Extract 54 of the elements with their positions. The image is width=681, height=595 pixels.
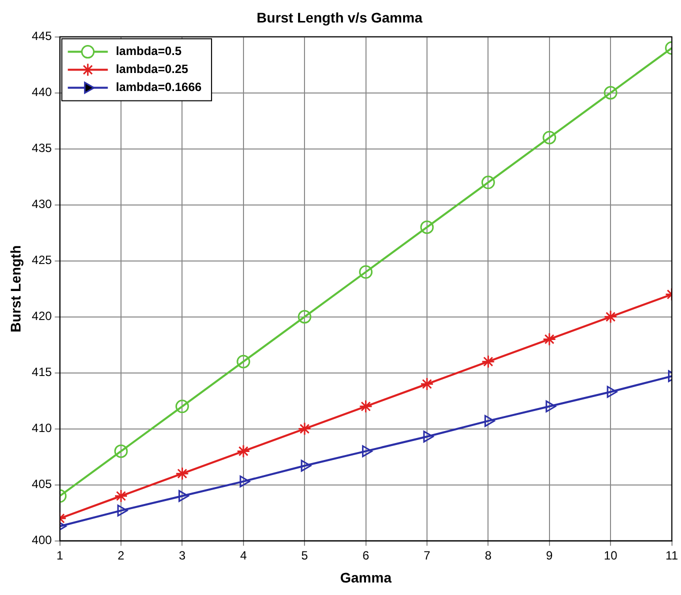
point — [542, 130, 556, 144]
point — [604, 310, 618, 324]
y-tick-label: 400 — [32, 533, 52, 548]
legend-label: lambda=0.5 — [116, 44, 182, 58]
x-tick-label: 9 — [546, 548, 554, 562]
y-tick-label: 420 — [32, 309, 52, 324]
x-axis-title: Gamma — [340, 569, 392, 586]
point — [114, 444, 128, 458]
x-tick-label: 4 — [240, 548, 248, 562]
legend-label: lambda=0.25 — [116, 62, 189, 76]
y-tick-label: 435 — [32, 141, 52, 156]
point — [298, 310, 312, 324]
x-tick-label: 6 — [362, 548, 370, 562]
y-axis-title: Burst Length — [7, 245, 24, 332]
y-tick-label: 440 — [32, 85, 52, 100]
x-tick-label: 10 — [604, 548, 618, 562]
point — [546, 400, 556, 412]
point — [236, 354, 250, 368]
point — [175, 400, 189, 414]
x-tick-label: 11 — [666, 548, 678, 562]
y-tick-label: 425 — [32, 253, 52, 268]
point — [240, 475, 250, 488]
point — [542, 332, 556, 346]
y-tick-label: 445 — [32, 29, 52, 44]
point — [359, 400, 373, 414]
x-tick-label: 5 — [301, 548, 308, 562]
x-tick-label: 2 — [118, 548, 125, 562]
y-tick-label: 415 — [32, 365, 52, 380]
point — [178, 490, 189, 502]
y-tick-label: 405 — [32, 477, 52, 492]
point — [359, 265, 373, 279]
point — [362, 445, 373, 458]
point — [420, 220, 434, 234]
point — [175, 466, 189, 480]
point — [117, 504, 128, 517]
point — [300, 460, 312, 472]
point — [606, 386, 618, 398]
legend-label: lambda=0.1666 — [116, 80, 202, 94]
point — [420, 377, 434, 391]
point — [298, 422, 312, 436]
point — [481, 354, 495, 368]
x-tick-label: 7 — [424, 548, 431, 562]
point — [481, 176, 495, 190]
x-tick-label: 1 — [56, 548, 64, 562]
chart-title: Burst Length v/s Gamma — [256, 9, 423, 26]
point — [484, 415, 495, 427]
point — [423, 430, 434, 443]
y-tick-label: 410 — [32, 421, 52, 436]
point — [114, 489, 128, 503]
point — [236, 444, 250, 458]
y-tick-label: 430 — [32, 197, 52, 212]
x-tick-label: 3 — [178, 548, 186, 562]
x-tick-label: 8 — [484, 548, 492, 562]
point — [604, 86, 618, 100]
